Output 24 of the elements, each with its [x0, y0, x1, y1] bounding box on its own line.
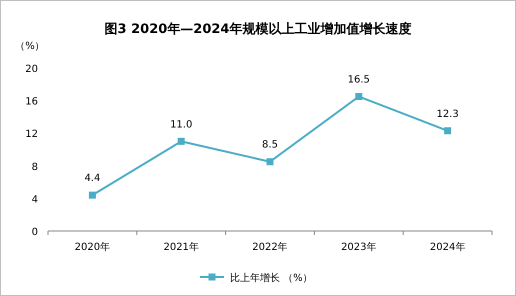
- data-label: 12.3: [436, 108, 459, 120]
- x-tick-label: 2020年: [74, 241, 110, 253]
- data-label: 8.5: [262, 140, 278, 151]
- x-tick-label: 2024年: [430, 241, 466, 253]
- x-tick-label: 2023年: [341, 241, 377, 253]
- x-tick-label: 2022年: [252, 241, 288, 253]
- point: [266, 158, 274, 166]
- point: [355, 93, 362, 100]
- y-tick-label: 12: [25, 129, 38, 140]
- y-tick-label: 4: [32, 194, 38, 206]
- x-tick-label: 2021年: [163, 241, 199, 253]
- data-label: 16.5: [348, 74, 370, 86]
- point: [178, 138, 185, 145]
- y-tick-label: 20: [25, 64, 38, 75]
- point: [88, 192, 96, 199]
- chart-title: 图3 2020年—2024年规模以上工业增加值增长速度: [104, 21, 412, 37]
- data-label: 4.4: [84, 173, 100, 184]
- legend-label: 比上年增长 （%）: [230, 272, 313, 284]
- y-tick-label: 8: [32, 162, 38, 173]
- y-tick-label: 0: [32, 227, 38, 238]
- data-label: 11.0: [170, 119, 192, 130]
- y-tick-label: 16: [25, 96, 38, 108]
- point: [444, 127, 452, 134]
- y-axis-title: （%）: [15, 41, 45, 52]
